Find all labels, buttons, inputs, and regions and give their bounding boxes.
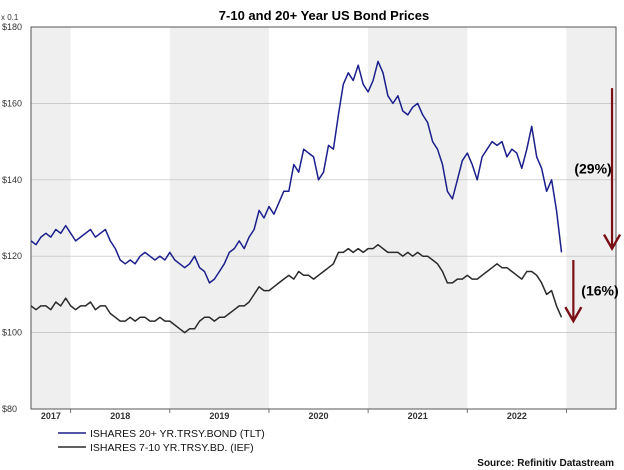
series-line-0 [30, 60, 563, 284]
shaded-band-1 [169, 27, 269, 409]
y-axis-ticks: $80 $100 $120 $140 $160 $180 [2, 22, 22, 414]
shaded-band-3 [566, 27, 616, 409]
shaded-band-0 [31, 27, 71, 409]
x-tick-label: 2020 [309, 411, 329, 421]
shaded-year-bands [31, 27, 616, 409]
decline-arrows [564, 88, 622, 324]
x-tick-label: 2017 [41, 411, 61, 421]
y-tick-label: $120 [2, 251, 22, 261]
arrow-head-0 [602, 233, 622, 251]
y-tick-label: $100 [2, 328, 22, 338]
x-tick-label: 2022 [507, 411, 527, 421]
series-lines [30, 60, 563, 334]
y-multiplier-label: x 0.1 [1, 13, 19, 22]
plot-frame [30, 26, 617, 410]
series-line-1 [30, 243, 563, 334]
y-tick-label: $180 [2, 22, 22, 32]
x-axis-ticks: 2017 2018 2019 2020 2021 2022 [41, 409, 567, 421]
legend: ISHARES 20+ YR.TRSY.BOND (TLT) ISHARES 7… [58, 428, 265, 454]
x-tick-label: 2018 [110, 411, 130, 421]
decline-label-0: (29%) [574, 160, 611, 176]
x-tick-label: 2019 [209, 411, 229, 421]
decline-annotations: (29%) (16%) [574, 160, 618, 298]
legend-label-ief: ISHARES 7-10 YR.TRSY.BD. (IEF) [90, 442, 254, 454]
legend-label-tlt: ISHARES 20+ YR.TRSY.BOND (TLT) [90, 428, 265, 440]
y-tick-label: $80 [2, 404, 17, 414]
shaded-band-2 [368, 27, 468, 409]
source-note: Source: Refinitiv Datastream [477, 458, 614, 469]
decline-label-1: (16%) [581, 283, 618, 299]
y-tick-label: $160 [2, 98, 22, 108]
chart-title: 7-10 and 20+ Year US Bond Prices [219, 8, 429, 23]
y-tick-label: $140 [2, 175, 22, 185]
x-tick-label: 2021 [408, 411, 428, 421]
grid-lines [31, 26, 616, 410]
arrow-head-1 [564, 306, 583, 324]
